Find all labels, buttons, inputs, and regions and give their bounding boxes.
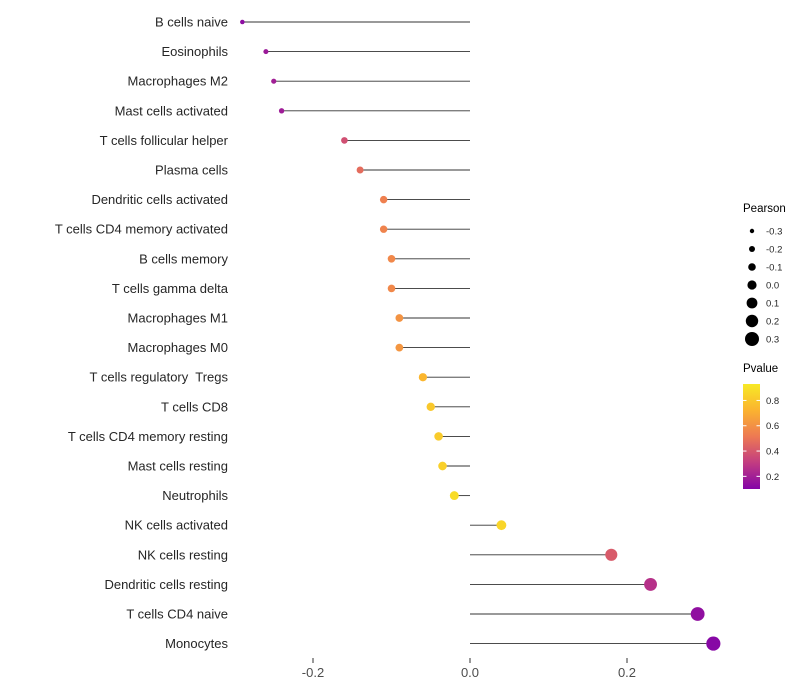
lollipop-dot bbox=[387, 254, 396, 263]
lollipop-dot bbox=[263, 49, 269, 55]
y-axis-label: T cells follicular helper bbox=[100, 133, 229, 148]
lollipop-dot bbox=[418, 373, 428, 382]
y-axis-label: NK cells activated bbox=[125, 518, 228, 533]
lollipop-dot bbox=[395, 343, 404, 352]
y-axis-label: Plasma cells bbox=[155, 163, 228, 178]
lollipop-dot bbox=[271, 78, 277, 84]
lollipop-dot bbox=[644, 577, 657, 591]
legend-color-label: 0.6 bbox=[766, 421, 779, 432]
lollipop-dot bbox=[438, 461, 447, 471]
legend-size-label: 0.0 bbox=[766, 281, 779, 292]
y-axis-label: Macrophages M0 bbox=[128, 340, 228, 355]
legend-size-label: -0.2 bbox=[766, 245, 782, 256]
y-axis-label: B cells naive bbox=[155, 15, 228, 30]
legend-size-dot bbox=[745, 332, 759, 346]
y-axis-label: Dendritic cells activated bbox=[91, 192, 228, 207]
legend-color-label: 0.8 bbox=[766, 396, 779, 407]
lollipop-dot bbox=[426, 402, 435, 411]
y-axis-label: T cells CD8 bbox=[161, 399, 228, 414]
y-axis-label: NK cells resting bbox=[138, 547, 228, 562]
y-axis-label: T cells CD4 memory activated bbox=[55, 222, 228, 237]
lollipop-dot bbox=[341, 137, 348, 144]
y-axis-label: Eosinophils bbox=[162, 44, 229, 59]
legend: Pearson Pvalue -0.3 -0.2 -0.1 0.0 0.1 0.2 0.3 0… bbox=[743, 203, 786, 489]
y-axis-label: T cells gamma delta bbox=[112, 281, 229, 296]
lollipop-dot bbox=[240, 19, 245, 25]
legend-color-title: Pvalue bbox=[743, 363, 778, 375]
y-axis-label: T cells regulatory Tregs bbox=[90, 370, 229, 385]
legend-color-label: 0.4 bbox=[766, 447, 779, 458]
y-axis-label: B cells memory bbox=[139, 251, 228, 266]
lollipop-dot bbox=[605, 548, 618, 561]
legend-size-label: 0.3 bbox=[766, 335, 779, 346]
legend-size-title: Pearson bbox=[743, 203, 786, 215]
lollipop-dot bbox=[496, 520, 507, 531]
legend-size-dot bbox=[749, 228, 755, 234]
legend-size-dot bbox=[749, 246, 755, 252]
legend-size-dot bbox=[747, 280, 757, 290]
y-axis-label: T cells CD4 naive bbox=[126, 607, 228, 622]
lollipop-dot bbox=[706, 636, 721, 651]
legend-size-label: -0.3 bbox=[766, 227, 782, 238]
legend-size-label: 0.1 bbox=[766, 299, 779, 310]
y-axis-label: Monocytes bbox=[165, 636, 228, 651]
x-axis-tick-label: -0.2 bbox=[302, 665, 324, 680]
axes: B cells naive Eosinophils Macrophages M2 Ma… bbox=[55, 15, 636, 681]
y-axis-label: Mast cells resting bbox=[128, 459, 228, 474]
legend-size-label: -0.1 bbox=[766, 263, 782, 274]
legend-size-dot bbox=[745, 314, 759, 328]
lollipop-dot bbox=[387, 284, 396, 293]
pvalue-colorbar bbox=[743, 384, 760, 489]
lollipop-dot bbox=[379, 195, 388, 204]
lollipop-dot bbox=[356, 166, 364, 174]
lollipop-dot bbox=[395, 314, 404, 322]
y-axis-label: Dendritic cells resting bbox=[104, 577, 228, 592]
lollipop-dot bbox=[434, 432, 443, 441]
legend-size-dot bbox=[746, 297, 758, 309]
legend-size-dot bbox=[748, 263, 756, 271]
x-axis-tick-label: 0.0 bbox=[461, 665, 479, 680]
legend-color-label: 0.2 bbox=[766, 472, 779, 483]
y-axis-label: Macrophages M1 bbox=[128, 311, 228, 326]
y-axis-label: Macrophages M2 bbox=[128, 74, 228, 89]
y-axis-label: Mast cells activated bbox=[115, 103, 228, 118]
lollipop-dot bbox=[379, 225, 388, 233]
plot-area bbox=[240, 19, 721, 651]
legend-size-label: 0.2 bbox=[766, 317, 779, 328]
lollipop-dot bbox=[449, 491, 459, 501]
x-axis-tick-label: 0.2 bbox=[618, 665, 636, 680]
lollipop-dot bbox=[278, 108, 285, 114]
y-axis-label: Neutrophils bbox=[162, 488, 228, 503]
y-axis-label: T cells CD4 memory resting bbox=[68, 429, 228, 444]
lollipop-dot bbox=[690, 607, 705, 621]
